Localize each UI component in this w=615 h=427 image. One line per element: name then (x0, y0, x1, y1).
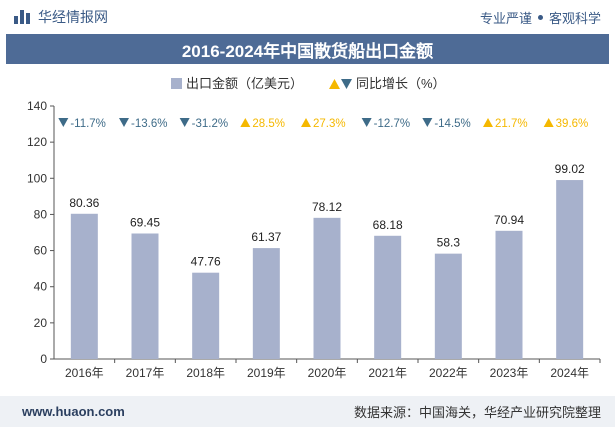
yoy-value-label: -13.6% (131, 118, 167, 130)
y-tick-label: 60 (34, 244, 48, 258)
bar-chart: 出口金额（亿美元） 同比增长（%） 0 20 40 60 80 100 120 140 80.… (27, 76, 601, 380)
tagline: 专业严谨 客观科学 (480, 8, 601, 27)
yoy-value-label: -14.5% (434, 118, 470, 130)
bar-value-label: 47.76 (191, 255, 221, 269)
x-tick-label: 2023年 (490, 366, 529, 380)
bar-value-label: 99.02 (555, 162, 585, 176)
yoy-value-label: 39.6% (556, 118, 589, 130)
y-axis: 0 20 40 60 80 100 120 140 (27, 99, 54, 366)
y-tick-label: 140 (27, 99, 47, 113)
legend: 出口金额（亿美元） 同比增长（%） (171, 76, 446, 91)
legend-yoy-label: 同比增长（%） (356, 76, 446, 91)
bar-value-label: 69.45 (130, 215, 160, 229)
x-tick-label: 2020年 (308, 366, 347, 380)
bar (70, 213, 98, 359)
bar-chart-logo-icon (14, 10, 30, 24)
yoy-up-triangle-icon (543, 118, 554, 127)
yoy-value-label: -12.7% (374, 118, 410, 130)
bar (192, 272, 220, 359)
y-tick-label: 100 (27, 171, 47, 185)
top-bar: 华经情报网 专业严谨 客观科学 (0, 0, 615, 34)
yoy-row: -11.7% -13.6% -31.2% 28.5% 27.3% -12.7% -14.5%… (58, 118, 588, 130)
x-tick-label: 2021年 (368, 366, 407, 380)
x-axis: 2016年 2017年 2018年 2019年 2020年 2021年 2022年 2023年… (65, 359, 601, 380)
x-tick-label: 2016年 (65, 366, 104, 380)
yoy-value-label: 28.5% (252, 118, 285, 130)
bar (434, 253, 462, 359)
yoy-up-triangle-icon (240, 118, 251, 127)
y-tick-label: 0 (40, 352, 47, 366)
legend-export-value-label: 出口金额（亿美元） (186, 76, 303, 91)
bars: 80.36 69.45 47.76 61.37 78.12 68.18 58.3 70.94 9… (69, 162, 585, 359)
x-tick-label: 2019年 (247, 366, 286, 380)
y-tick-label: 80 (34, 207, 48, 221)
bar (313, 217, 341, 359)
bar (374, 235, 402, 359)
yoy-down-triangle-icon (179, 118, 190, 127)
bar-value-label: 58.3 (437, 236, 461, 250)
yoy-down-triangle-icon (58, 118, 69, 127)
x-tick-label: 2024年 (550, 366, 589, 380)
bar (131, 233, 159, 359)
y-tick-label: 40 (34, 280, 48, 294)
separator-dot-icon (537, 14, 543, 20)
yoy-value-label: -31.2% (192, 118, 228, 130)
x-tick-label: 2017年 (126, 366, 165, 380)
footer: www.huaon.com 数据来源：中国海关，华经产业研究院整理 (0, 396, 615, 427)
tagline-objective: 客观科学 (548, 10, 601, 26)
bar-value-label: 68.18 (373, 218, 403, 232)
yoy-up-triangle-icon (301, 118, 311, 127)
bar (556, 180, 584, 359)
bar-value-label: 61.37 (251, 230, 281, 244)
bar (495, 230, 523, 359)
y-tick-label: 120 (27, 135, 47, 149)
x-tick-label: 2022年 (429, 366, 468, 380)
yoy-down-triangle-icon (119, 118, 129, 127)
brand-name: 华经情报网 (38, 9, 108, 25)
bar-value-label: 78.12 (312, 200, 342, 214)
yoy-down-triangle-icon (361, 118, 372, 127)
bar-value-label: 70.94 (494, 213, 524, 227)
y-tick-label: 20 (34, 316, 48, 330)
website-link[interactable]: www.huaon.com (22, 404, 125, 419)
yoy-down-triangle-icon (422, 118, 433, 127)
yoy-up-triangle-icon (483, 118, 493, 127)
chart-title: 2016-2024年中国散货船出口金额 (6, 34, 609, 64)
legend-bar-swatch (171, 78, 182, 89)
bar-value-label: 80.36 (69, 196, 99, 210)
legend-down-triangle-icon (341, 79, 352, 89)
yoy-value-label: 27.3% (313, 118, 346, 130)
legend-up-triangle-icon (329, 79, 340, 89)
yoy-value-label: 21.7% (495, 118, 528, 130)
brand: 华经情报网 (14, 7, 108, 27)
tagline-professional: 专业严谨 (479, 10, 532, 26)
bar (252, 248, 280, 359)
yoy-value-label: -11.7% (70, 118, 106, 130)
x-tick-label: 2018年 (186, 366, 225, 380)
data-source: 数据来源：中国海关，华经产业研究院整理 (353, 405, 601, 420)
